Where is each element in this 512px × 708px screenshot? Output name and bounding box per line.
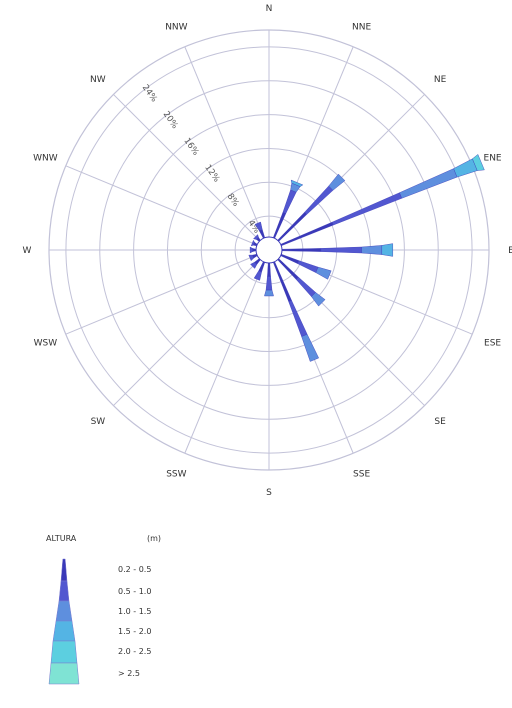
petal-sse-class-2 xyxy=(288,300,308,337)
direction-label-e: E xyxy=(508,246,512,256)
petal-nne-class-2 xyxy=(282,189,297,214)
legend: ALTURA (m) 0.2 - 0.5 0.5 - 1.0 1.0 - 1.5 1.… xyxy=(46,534,161,685)
petal-nnw-class-2 xyxy=(254,221,263,232)
direction-label-ne: NE xyxy=(434,75,447,85)
legend-swatch-4 xyxy=(52,620,76,642)
grid-spoke-sw xyxy=(113,249,270,406)
legend-label-1: 0.2 - 0.5 xyxy=(118,565,151,574)
petal-ne-class-2 xyxy=(304,185,334,215)
petal-sse-class-3 xyxy=(301,334,319,362)
direction-label-sse: SSE xyxy=(353,470,370,480)
petal-ssw-class-2 xyxy=(253,270,262,281)
legend-swatch-2 xyxy=(58,580,70,602)
petal-wnw-class-2 xyxy=(250,239,255,247)
legend-label-6: > 2.5 xyxy=(118,669,140,678)
petal-s-class-2 xyxy=(265,276,273,291)
direction-label-nne: NNE xyxy=(352,22,371,32)
grid-spoke-wnw xyxy=(65,165,270,251)
legend-label-5: 2.0 - 2.5 xyxy=(118,647,151,656)
grid-spoke-nw xyxy=(113,94,270,251)
petal-nw-class-2 xyxy=(253,234,259,240)
direction-label-sw: SW xyxy=(91,417,106,427)
direction-label-n: N xyxy=(266,4,273,14)
direction-label-w: W xyxy=(23,246,32,256)
petal-se-class-3 xyxy=(311,292,326,307)
grid-spoke-wsw xyxy=(65,249,270,335)
ring-label: 12% xyxy=(202,163,221,184)
legend-title: ALTURA xyxy=(46,534,77,543)
petal-ese-class-2 xyxy=(297,260,319,273)
legend-swatch-5 xyxy=(50,640,78,664)
petal-ene-class-1 xyxy=(280,221,334,247)
grid-spoke-ssw xyxy=(184,249,270,454)
grid-spoke-nnw xyxy=(184,46,270,251)
wind-petals xyxy=(248,154,485,362)
petal-ese-class-1 xyxy=(280,253,300,264)
petal-ssw-class-1 xyxy=(258,261,266,273)
petal-ene-class-5 xyxy=(472,154,485,171)
petal-e-class-2 xyxy=(320,246,362,254)
legend-swatch-6 xyxy=(48,662,80,685)
petal-se-class-2 xyxy=(295,276,316,297)
direction-label-s: S xyxy=(266,488,272,498)
calm-circle xyxy=(255,236,283,264)
legend-label-3: 1.0 - 1.5 xyxy=(118,607,151,616)
petal-ene-class-2 xyxy=(331,192,403,226)
direction-label-ese: ESE xyxy=(484,339,501,349)
petal-s-class-3 xyxy=(264,289,274,297)
petal-w-class-2 xyxy=(249,246,253,254)
legend-swatch-3 xyxy=(55,600,73,622)
petal-s-class-1 xyxy=(267,262,271,277)
ring-label: 8% xyxy=(225,192,241,209)
direction-labels: N NNE NE ENE E ESE SE SSE S SSW SW WSW W WNW NW NNW xyxy=(23,4,512,498)
petal-sw-class-2 xyxy=(250,261,258,269)
ring-label: 20% xyxy=(161,110,180,131)
petal-ne-class-3 xyxy=(328,173,346,191)
direction-label-ene: ENE xyxy=(484,153,502,163)
direction-label-wnw: WNW xyxy=(33,153,58,163)
direction-label-nnw: NNW xyxy=(165,22,187,32)
direction-label-nw: NW xyxy=(90,75,106,85)
petal-e-class-4 xyxy=(381,243,393,257)
legend-unit: (m) xyxy=(147,534,161,543)
petal-ese-class-3 xyxy=(315,266,332,280)
direction-label-wsw: WSW xyxy=(34,339,58,349)
legend-items: 0.2 - 0.5 0.5 - 1.0 1.0 - 1.5 1.5 - 2.0 2.0 … xyxy=(48,558,151,685)
direction-label-se: SE xyxy=(434,417,446,427)
ring-label: 16% xyxy=(181,136,200,157)
petal-nnw-class-1 xyxy=(259,229,266,239)
ring-label: 24% xyxy=(140,83,159,104)
direction-label-ssw: SSW xyxy=(166,470,186,480)
ring-labels: 4%8%12%16%20%24% xyxy=(140,83,262,235)
legend-label-4: 1.5 - 2.0 xyxy=(118,627,151,636)
petal-e-class-1 xyxy=(281,248,322,252)
petal-e-class-3 xyxy=(361,245,382,255)
legend-swatch-1 xyxy=(60,558,68,582)
petal-sse-class-1 xyxy=(272,261,292,302)
petal-wsw-class-2 xyxy=(248,254,254,262)
petal-nne-class-4 xyxy=(290,179,304,187)
petal-w-class-1 xyxy=(252,248,257,252)
legend-label-2: 0.5 - 1.0 xyxy=(118,587,151,596)
